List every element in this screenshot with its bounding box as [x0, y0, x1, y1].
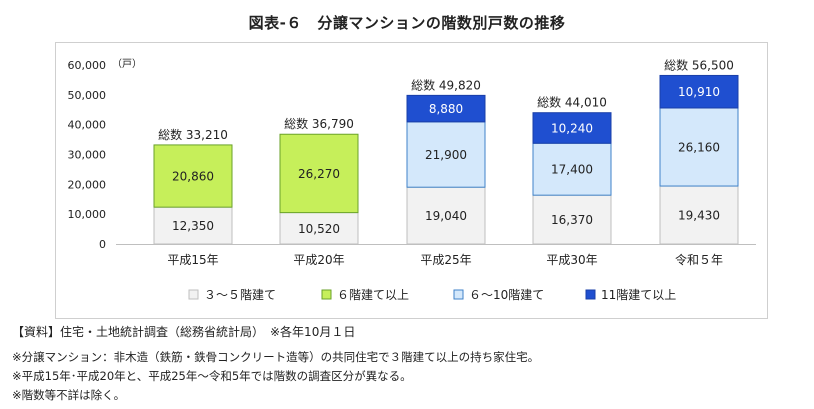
footnote-survey-change: ※平成15年･平成20年と、平成25年～令和5年では階数の調査区分が異なる。	[12, 369, 412, 383]
bar-segment	[532, 142, 612, 196]
segment-value-label: 19,040	[425, 209, 467, 223]
legend-swatch	[321, 289, 332, 300]
segment-value-label: 21,900	[425, 148, 467, 162]
y-tick-label: 10,000	[68, 208, 107, 221]
x-category-label: 令和５年	[675, 252, 723, 267]
bar-segment	[406, 94, 486, 123]
segment-value-label: 19,430	[678, 209, 720, 223]
segment-value-label: 26,270	[298, 167, 340, 181]
bar-segment	[153, 206, 233, 245]
x-category-label: 平成15年	[167, 253, 218, 267]
segment-value-label: 17,400	[551, 163, 593, 177]
segment-value-label: 10,240	[551, 121, 593, 135]
bar-segment	[153, 144, 233, 208]
y-tick-label: 40,000	[68, 119, 107, 132]
y-axis-unit: （戸）	[112, 58, 142, 70]
segment-value-label: 10,910	[678, 85, 720, 99]
total-label: 総数 36,790	[284, 116, 354, 131]
y-tick-label: 60,000	[68, 59, 107, 72]
legend-label: ３～５階建て	[204, 287, 276, 302]
bar-segment	[659, 107, 739, 187]
segment-value-label: 26,160	[678, 141, 720, 155]
footnote-exclusion: ※階数等不詳は除く。	[12, 388, 126, 402]
segment-value-label: 20,860	[172, 170, 214, 184]
x-category-label: 平成30年	[546, 253, 597, 267]
total-label: 総数 49,820	[411, 77, 481, 92]
bar-segment	[279, 133, 359, 214]
legend-label: ６階建て以上	[337, 287, 409, 302]
bar-segment	[406, 121, 486, 188]
total-label: 総数 33,210	[158, 127, 228, 142]
segment-value-label: 16,370	[551, 213, 593, 227]
total-label: 総数 44,010	[537, 95, 607, 110]
chart-panel: 0 10,000 20,000 30,000 40,000 50,000 60,000 （戸）…	[55, 42, 768, 319]
bar-segment	[532, 194, 612, 245]
bar-segment	[659, 185, 739, 245]
legend-swatch	[453, 289, 464, 300]
chart-title: 図表-６ 分譲マンションの階数別戸数の推移	[248, 14, 566, 32]
y-tick-label: 0	[99, 238, 106, 251]
x-category-label: 平成25年	[420, 253, 471, 267]
segment-value-label: 10,520	[298, 222, 340, 236]
legend-label: ６～10階建て	[469, 287, 544, 302]
bar-segment	[406, 186, 486, 245]
legend-swatch	[585, 289, 596, 300]
bar-segment	[659, 74, 739, 109]
footnote-definition: ※分譲マンション：非木造（鉄筋・鉄骨コンクリート造等）の共同住宅で３階建て以上の…	[12, 350, 540, 364]
x-category-label: 平成20年	[293, 253, 344, 267]
legend-swatch	[188, 289, 199, 300]
source-note: 【資料】住宅・土地統計調査（総務省統計局） ※各年10月１日	[12, 325, 356, 339]
y-tick-label: 30,000	[68, 149, 107, 162]
total-label: 総数 56,500	[664, 57, 734, 72]
legend-label: 11階建て以上	[601, 287, 676, 302]
segment-value-label: 8,880	[429, 102, 463, 116]
segment-value-label: 12,350	[172, 219, 214, 233]
y-tick-label: 50,000	[68, 89, 107, 102]
bar-segment	[532, 112, 612, 144]
stacked-bar-chart: 0 10,000 20,000 30,000 40,000 50,000 60,000 （戸）…	[68, 57, 756, 302]
y-tick-label: 20,000	[68, 178, 107, 191]
